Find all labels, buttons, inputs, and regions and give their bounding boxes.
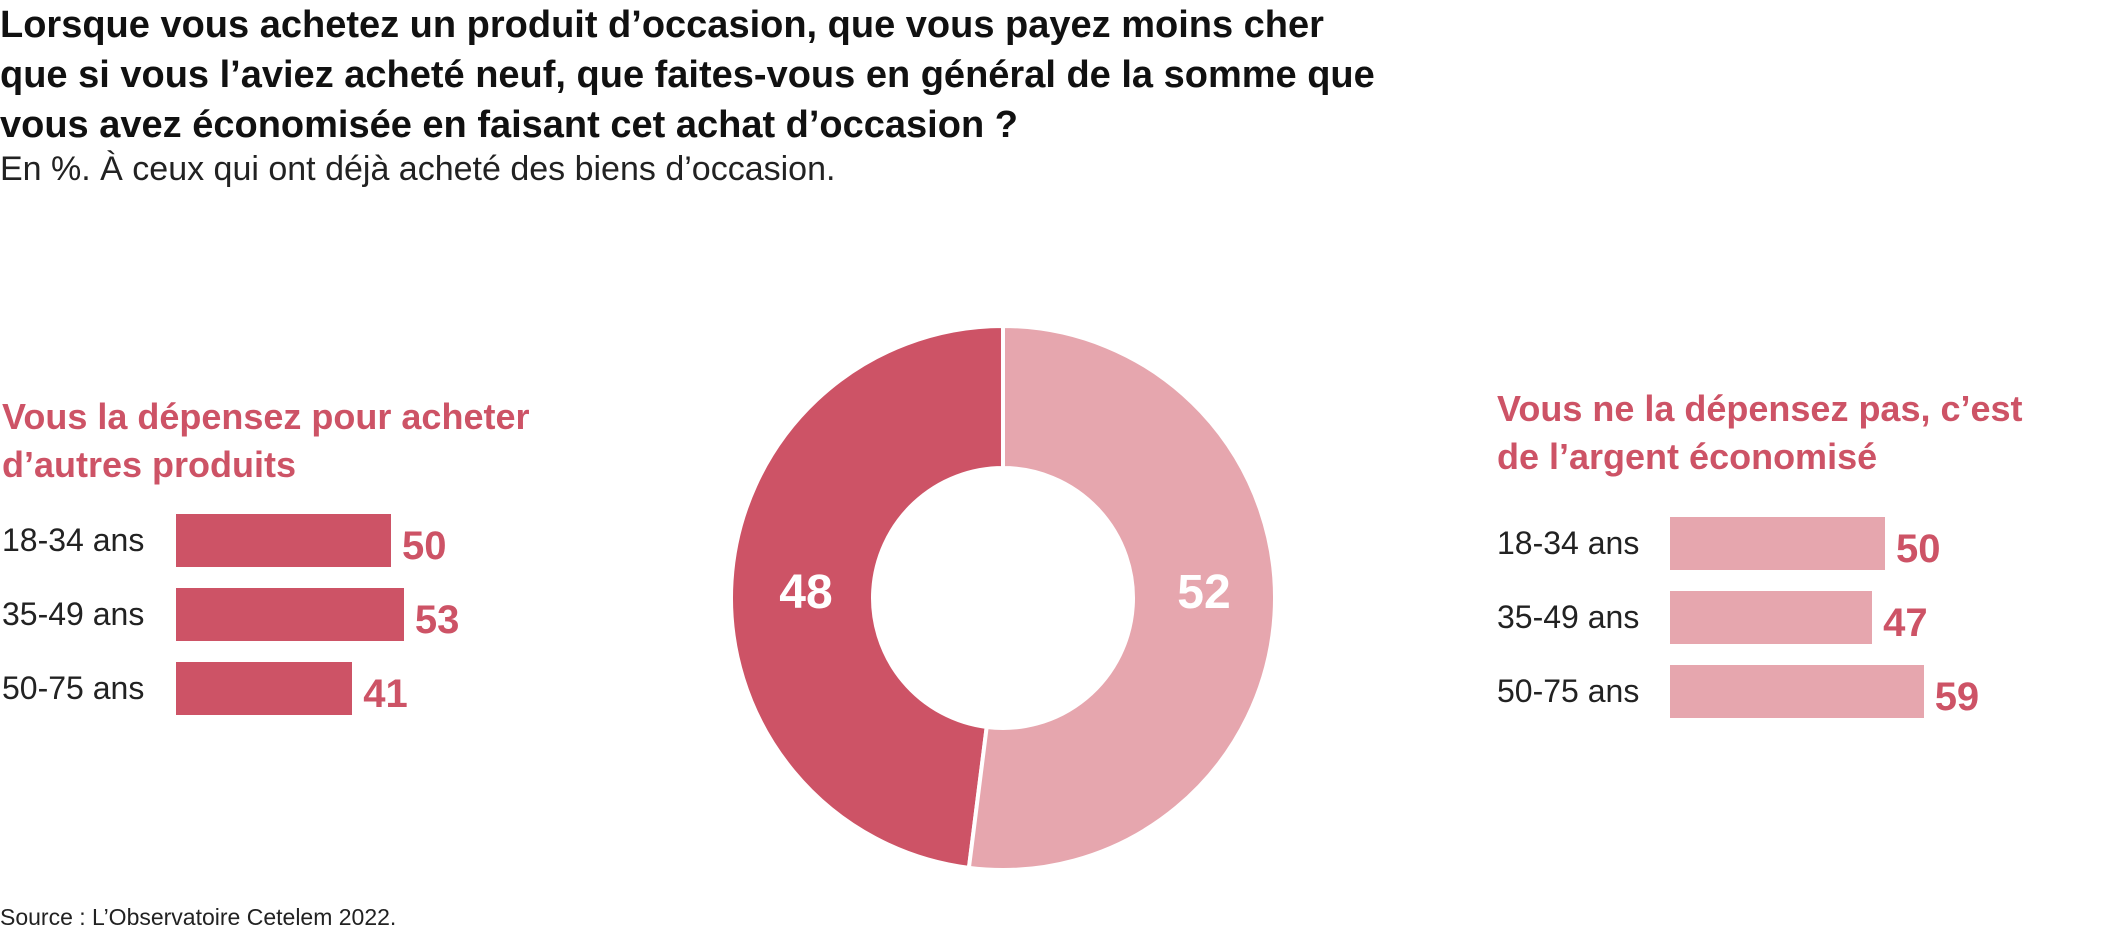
- bar: [176, 662, 353, 715]
- donut-slice-spend: [729, 323, 1005, 871]
- bar-value-label: 47: [1883, 601, 1928, 645]
- bar-value-label: 41: [363, 672, 408, 716]
- chart-title: Lorsque vous achetez un produit d’occasi…: [0, 4, 1375, 146]
- bar-category-label: 50-75 ans: [1497, 673, 1640, 709]
- bar-category-label: 18-34 ans: [2, 522, 145, 558]
- donut-label-save: 52: [1177, 566, 1231, 619]
- bar-category-label: 50-75 ans: [2, 670, 145, 706]
- bar-category-label: 35-49 ans: [2, 596, 145, 632]
- bar: [1670, 591, 1873, 644]
- donut-chart: [729, 323, 1277, 872]
- bar: [1670, 517, 1885, 570]
- bar-category-label: 18-34 ans: [1497, 525, 1640, 561]
- right-panel-title: Vous ne la dépensez pas, c’est de l’arge…: [1497, 388, 2023, 477]
- bar: [176, 588, 404, 641]
- bar-category-label: 35-49 ans: [1497, 599, 1640, 635]
- left-panel-title: Vous la dépensez pour acheter d’autres p…: [2, 396, 530, 485]
- chart-subtitle: En %. À ceux qui ont déjà acheté des bie…: [0, 150, 836, 188]
- donut-slice-save: [966, 323, 1277, 872]
- donut-label-spend: 48: [779, 566, 833, 619]
- bar-value-label: 53: [414, 598, 460, 642]
- bar: [176, 514, 391, 567]
- bar: [1670, 665, 1924, 718]
- source-note: Source : L’Observatoire Cetelem 2022.: [0, 904, 397, 930]
- bar-value-label: 50: [1896, 527, 1941, 571]
- bar-value-label: 59: [1934, 675, 1980, 719]
- bar-value-label: 50: [402, 524, 447, 568]
